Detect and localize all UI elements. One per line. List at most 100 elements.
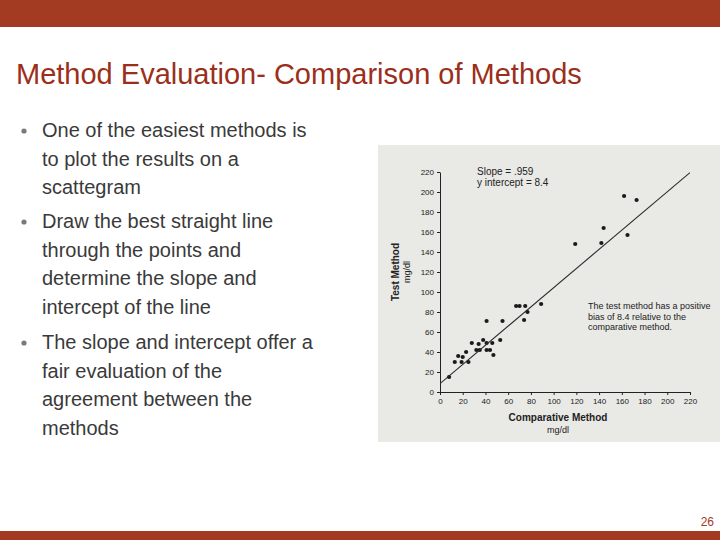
tick-label: 120	[570, 397, 584, 406]
tick: 20	[459, 392, 468, 406]
tick-mark	[485, 392, 486, 395]
tick: 160	[616, 392, 630, 406]
tick: 200	[661, 392, 675, 406]
y-axis-title: Test Method	[390, 243, 401, 301]
tick-mark	[437, 352, 440, 353]
x-axis-title: Comparative Method	[509, 412, 608, 423]
bullet: One of the easiest methods is to plot the…	[21, 119, 306, 198]
tick-label: 140	[593, 397, 607, 406]
tick: 120	[421, 268, 440, 277]
tick-mark	[667, 392, 668, 395]
data-point	[622, 194, 626, 198]
tick: 100	[421, 288, 440, 297]
tick: 140	[421, 248, 440, 257]
x-axis-unit: mg/dl	[547, 425, 569, 435]
tick-label: 120	[421, 268, 435, 277]
data-point	[625, 233, 629, 237]
data-point	[464, 350, 468, 354]
tick-mark	[437, 252, 440, 253]
bullet-text: One of the easiest methods is	[42, 119, 307, 141]
data-point	[500, 319, 504, 323]
tick-mark	[437, 192, 440, 193]
slide-canvas: Method Evaluation- Comparison of Methods…	[0, 0, 720, 540]
tick-mark	[554, 392, 555, 395]
tick: 60	[425, 328, 440, 337]
axis-line	[440, 173, 441, 393]
data-point	[573, 242, 577, 246]
data-point	[481, 338, 485, 342]
tick-mark	[437, 312, 440, 313]
data-point	[453, 360, 457, 364]
tick-mark	[437, 332, 440, 333]
data-point	[634, 198, 638, 202]
annotation-line: comparative method.	[588, 322, 672, 332]
tick-label: 20	[459, 397, 468, 406]
tick-mark	[437, 392, 440, 393]
tick-label: 100	[547, 397, 561, 406]
tick: 120	[570, 392, 584, 406]
tick: 160	[421, 228, 440, 237]
tick: 180	[421, 208, 440, 217]
bullet-dot	[21, 340, 26, 345]
tick-mark	[437, 272, 440, 273]
slide-title: Method Evaluation- Comparison of Methods	[16, 58, 582, 90]
annotation: Slope = .959	[477, 166, 534, 177]
bullet-text: Draw the best straight line	[42, 210, 273, 232]
x-axis: 020406080100120140160180200220	[438, 392, 697, 406]
slide: Method Evaluation- Comparison of Methods…	[0, 0, 720, 540]
data-point	[484, 319, 488, 323]
tick-label: 40	[425, 348, 434, 357]
tick-label: 200	[421, 188, 435, 197]
data-point	[488, 348, 492, 352]
tick-label: 60	[425, 328, 434, 337]
tick: 180	[638, 392, 652, 406]
bullet-text: determine the slope and	[42, 267, 257, 289]
tick: 140	[593, 392, 607, 406]
bullet-text: to plot the results on a	[42, 148, 240, 170]
y-axis: 020406080100120140160180200220	[421, 168, 441, 397]
tick-mark	[508, 392, 509, 395]
axis-line	[441, 392, 691, 393]
tick-mark	[690, 392, 691, 395]
data-point	[477, 342, 481, 346]
bullet-text: agreement between the	[42, 388, 252, 410]
tick-mark	[437, 172, 440, 173]
data-point	[490, 341, 494, 345]
tick: 0	[430, 388, 440, 397]
bullet-dot	[21, 219, 26, 224]
tick-label: 100	[421, 288, 435, 297]
top-bar	[0, 0, 720, 27]
tick-label: 160	[421, 228, 435, 237]
tick-label: 80	[527, 397, 536, 406]
chart-background	[378, 145, 720, 442]
tick-mark	[437, 372, 440, 373]
tick-mark	[531, 392, 532, 395]
fit-line	[440, 173, 690, 384]
tick-label: 200	[661, 397, 675, 406]
tick: 0	[438, 392, 443, 406]
tick-label: 0	[438, 397, 443, 406]
page-number: 26	[701, 515, 715, 529]
data-point	[599, 241, 603, 245]
tick: 40	[425, 348, 440, 357]
annotation-line: The test method has a positive	[588, 301, 711, 311]
annotation: y intercept = 8.4	[477, 177, 549, 188]
tick: 60	[504, 392, 513, 406]
tick-label: 180	[421, 208, 435, 217]
bullet: Draw the best straight line through the p…	[21, 210, 273, 318]
tick-mark	[622, 392, 623, 395]
tick: 80	[425, 308, 440, 317]
annotation: The test method has a positivebias of 8.…	[588, 301, 711, 332]
tick: 100	[547, 392, 561, 406]
tick-mark	[437, 212, 440, 213]
bullet-dot	[21, 128, 26, 133]
tick: 220	[684, 392, 698, 406]
tick-label: 140	[421, 248, 435, 257]
data-point	[602, 226, 606, 230]
data-point	[539, 302, 543, 306]
plot-marks	[440, 173, 690, 384]
tick: 200	[421, 188, 440, 197]
y-axis-unit: mg/dl	[402, 261, 412, 283]
bullet-text: through the points and	[42, 239, 241, 261]
data-point	[523, 304, 527, 308]
